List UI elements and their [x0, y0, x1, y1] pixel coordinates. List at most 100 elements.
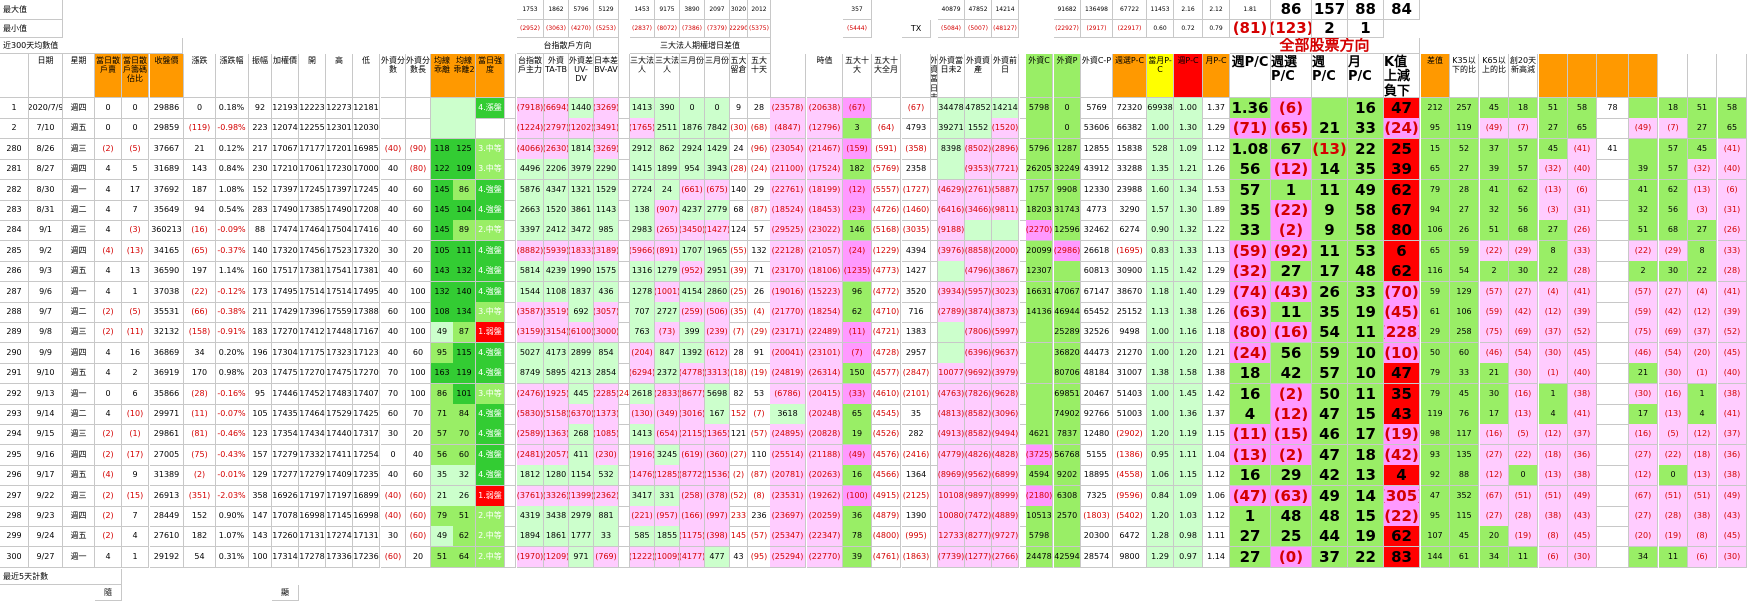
data-cell[interactable]: 296: [0, 465, 29, 486]
max-value[interactable]: 88: [1348, 0, 1384, 20]
data-cell[interactable]: [931, 180, 938, 201]
data-cell[interactable]: 21: [1480, 363, 1509, 384]
data-cell[interactable]: 65: [1421, 241, 1450, 262]
data-cell[interactable]: (29): [1659, 241, 1688, 262]
data-cell[interactable]: (3976): [938, 241, 965, 262]
data-cell[interactable]: (51): [1688, 486, 1717, 507]
data-cell[interactable]: (11): [843, 322, 872, 343]
data-cell[interactable]: 週四: [63, 506, 95, 527]
data-cell[interactable]: (10077): [938, 363, 965, 384]
data-cell[interactable]: 35: [1348, 159, 1384, 180]
data-cell[interactable]: 16: [1230, 384, 1271, 405]
data-cell[interactable]: (87): [748, 200, 771, 221]
column-header[interactable]: 創20天新高減: [1509, 54, 1538, 98]
data-cell[interactable]: (52): [730, 486, 748, 507]
data-cell[interactable]: 13: [122, 261, 149, 282]
data-cell[interactable]: (25): [730, 282, 748, 303]
data-cell[interactable]: 5798: [1026, 98, 1053, 119]
data-cell[interactable]: 18: [1659, 98, 1688, 119]
data-cell[interactable]: (5): [1509, 424, 1538, 445]
data-cell[interactable]: (41): [1718, 282, 1747, 303]
data-cell[interactable]: 390: [655, 98, 680, 119]
data-cell[interactable]: (3023): [992, 282, 1019, 303]
data-cell[interactable]: 985: [594, 220, 619, 241]
data-cell[interactable]: 37667: [150, 139, 184, 160]
max-value[interactable]: 11453: [1147, 0, 1174, 20]
data-cell[interactable]: [965, 220, 992, 241]
data-cell[interactable]: (20): [1688, 343, 1717, 364]
min-value[interactable]: (123): [1271, 20, 1312, 38]
data-cell[interactable]: 12193: [272, 98, 299, 119]
data-cell[interactable]: 82: [730, 384, 748, 405]
data-cell[interactable]: (8858): [965, 241, 992, 262]
data-cell[interactable]: 35: [902, 404, 931, 425]
data-cell[interactable]: (2362): [594, 486, 619, 507]
column-header[interactable]: 月P-C: [1203, 54, 1230, 98]
data-cell[interactable]: (661): [680, 180, 705, 201]
column-header[interactable]: 均線乖離: [431, 54, 454, 98]
data-cell[interactable]: 7: [122, 200, 149, 221]
data-cell[interactable]: 17396: [299, 302, 326, 323]
data-cell[interactable]: (4576): [872, 445, 901, 466]
max-value[interactable]: 2.12: [1203, 0, 1230, 20]
min-value[interactable]: (2917): [1081, 20, 1113, 38]
data-cell[interactable]: (1373): [594, 404, 619, 425]
data-cell[interactable]: (15): [1271, 424, 1312, 445]
data-cell[interactable]: 12855: [1081, 139, 1113, 160]
data-cell[interactable]: 48: [1312, 506, 1348, 527]
data-cell[interactable]: (5): [122, 139, 149, 160]
data-cell[interactable]: (11): [122, 322, 149, 343]
data-cell[interactable]: 17279: [272, 445, 299, 466]
data-cell[interactable]: (37): [1539, 322, 1568, 343]
data-cell[interactable]: (45): [1718, 526, 1747, 547]
data-cell[interactable]: 26: [453, 486, 476, 507]
data-cell[interactable]: (1209): [544, 547, 569, 568]
data-cell[interactable]: 121: [730, 424, 748, 445]
data-cell[interactable]: [938, 343, 965, 364]
data-cell[interactable]: (3519): [544, 302, 569, 323]
data-cell[interactable]: (612): [705, 343, 730, 364]
data-cell[interactable]: 115: [453, 343, 476, 364]
data-cell[interactable]: 95: [249, 384, 272, 405]
min-value[interactable]: (8072): [655, 20, 680, 38]
data-cell[interactable]: 847: [655, 343, 680, 364]
data-cell[interactable]: [505, 424, 516, 445]
data-cell[interactable]: 17270: [299, 363, 326, 384]
data-cell[interactable]: 57: [431, 424, 454, 445]
data-cell[interactable]: (230): [594, 445, 619, 466]
data-cell[interactable]: 5814: [517, 261, 544, 282]
data-cell[interactable]: 40: [381, 261, 406, 282]
data-cell[interactable]: 67: [1384, 200, 1420, 221]
data-cell[interactable]: 60: [1450, 343, 1479, 364]
data-cell[interactable]: (57): [1480, 282, 1509, 303]
column-header[interactable]: [505, 54, 516, 98]
data-cell[interactable]: (41): [1718, 404, 1747, 425]
data-cell[interactable]: 17523: [326, 241, 353, 262]
data-cell[interactable]: 105: [249, 404, 272, 425]
data-cell[interactable]: 4.強盤: [476, 200, 505, 221]
data-cell[interactable]: 0: [1509, 465, 1538, 486]
data-cell[interactable]: 91: [748, 343, 771, 364]
data-cell[interactable]: 23988: [1113, 180, 1147, 201]
data-cell[interactable]: (59): [1480, 302, 1509, 323]
data-cell[interactable]: (38): [1718, 384, 1747, 405]
min-value[interactable]: (7379): [705, 20, 730, 38]
data-cell[interactable]: 3245: [655, 445, 680, 466]
max-value[interactable]: 3890: [680, 0, 705, 20]
data-cell[interactable]: [931, 98, 938, 119]
data-cell[interactable]: 20099: [1026, 241, 1053, 262]
data-cell[interactable]: 287: [0, 282, 29, 303]
data-cell[interactable]: 30: [381, 241, 406, 262]
data-cell[interactable]: (6): [1718, 180, 1747, 201]
data-cell[interactable]: 288: [0, 302, 29, 323]
data-cell[interactable]: 62: [1384, 526, 1420, 547]
data-cell[interactable]: 7: [122, 506, 149, 527]
data-cell[interactable]: (11): [1230, 424, 1271, 445]
data-cell[interactable]: 2854: [594, 363, 619, 384]
data-cell[interactable]: 1.29: [1147, 547, 1174, 568]
data-cell[interactable]: -0.38%: [215, 302, 249, 323]
data-cell[interactable]: 78: [1597, 98, 1629, 119]
data-cell[interactable]: 4: [95, 343, 122, 364]
data-cell[interactable]: (23022): [807, 220, 843, 241]
data-cell[interactable]: 1.40: [1174, 282, 1203, 303]
